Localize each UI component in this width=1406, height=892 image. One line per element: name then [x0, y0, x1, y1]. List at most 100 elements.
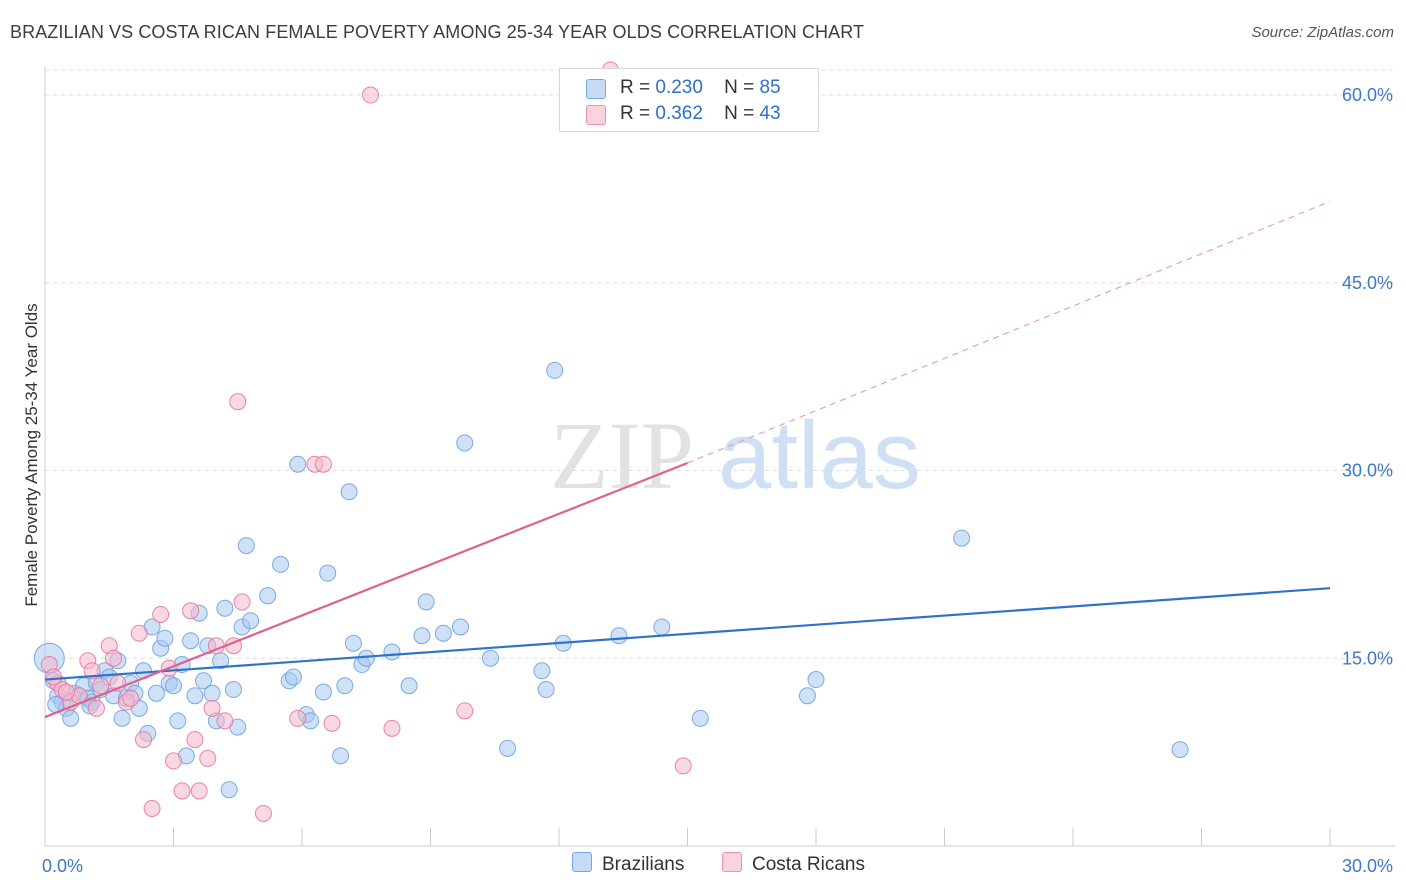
data-point [229, 393, 247, 411]
data-point [194, 672, 212, 690]
data-point [216, 599, 234, 617]
legend-n-label: N = [724, 103, 755, 124]
data-point [434, 624, 452, 642]
legend-n-value: 43 [759, 103, 781, 124]
data-point [953, 529, 971, 547]
watermark-zip: ZIP [550, 402, 694, 509]
data-point [413, 627, 431, 645]
data-point [237, 537, 255, 555]
data-point [182, 602, 200, 620]
tick-labels: 15.0% 30.0% 45.0% 60.0% 0.0% 30.0% [42, 85, 1393, 876]
data-point [152, 605, 170, 623]
data-point [199, 749, 217, 767]
trend-lines [44, 200, 1331, 719]
data-point [57, 683, 75, 701]
data-point [362, 86, 380, 104]
data-point [45, 668, 63, 686]
data-point [400, 677, 418, 695]
data-point [165, 677, 182, 695]
data-point [272, 555, 290, 573]
data-point [319, 564, 337, 582]
data-points [33, 61, 1189, 822]
data-point [336, 677, 354, 695]
data-point [807, 671, 825, 689]
data-point [537, 681, 555, 699]
data-point [220, 781, 238, 799]
data-point [233, 593, 251, 611]
y-tick-label: 15.0% [1342, 648, 1393, 668]
data-point [456, 434, 474, 452]
data-point [143, 799, 161, 817]
data-point [314, 455, 332, 473]
data-point [344, 634, 362, 652]
data-point [130, 624, 148, 642]
data-point [122, 689, 140, 707]
data-point [105, 649, 123, 667]
data-point [289, 709, 307, 727]
data-point [691, 709, 709, 727]
legend-swatch-blue [586, 79, 606, 99]
data-point [254, 804, 272, 822]
data-point [289, 455, 307, 473]
legend-r-label: R = [620, 77, 651, 98]
axes [44, 66, 1395, 847]
legend-r-value: 0.362 [655, 103, 703, 124]
data-point [259, 587, 277, 605]
data-point [417, 593, 435, 611]
data-point [147, 684, 165, 702]
data-point [323, 714, 341, 732]
data-point [610, 627, 628, 645]
x-tick-label: 30.0% [1342, 856, 1393, 876]
data-point [546, 361, 564, 379]
data-point [135, 731, 153, 749]
data-point [203, 699, 221, 717]
data-point [1171, 741, 1189, 759]
watermark: ZIP atlas [550, 402, 921, 509]
data-point [203, 684, 221, 702]
data-point [62, 709, 80, 727]
data-point [224, 681, 242, 699]
bottom-legend-label: Brazilians [602, 854, 685, 875]
data-point [169, 712, 187, 730]
bottom-legend-costa-ricans: Costa Ricans [722, 852, 865, 876]
data-point [165, 752, 182, 770]
bottom-legend-swatch-pink [722, 852, 742, 872]
legend-r-label: R = [620, 103, 651, 124]
grid [45, 69, 1395, 659]
data-point [383, 643, 401, 661]
trend-line-extension [687, 200, 1331, 464]
data-point [383, 719, 401, 737]
data-point [456, 702, 474, 720]
y-tick-label: 45.0% [1342, 273, 1393, 293]
chart-title: BRAZILIAN VS COSTA RICAN FEMALE POVERTY … [10, 22, 865, 42]
data-point [92, 677, 110, 695]
data-point [451, 618, 469, 636]
trend-line [44, 587, 1331, 681]
data-point [113, 709, 131, 727]
x-tick-label: 0.0% [42, 856, 83, 876]
data-point [481, 649, 499, 667]
legend-n-label: N = [724, 77, 755, 98]
legend-r-value: 0.230 [655, 77, 703, 98]
data-point [674, 757, 692, 775]
data-point [87, 699, 105, 717]
data-point [332, 747, 350, 765]
legend-swatch-pink [586, 105, 606, 125]
y-tick-label: 60.0% [1342, 85, 1393, 105]
legend: R = 0.230 N = 85 R = 0.362 N = 43 [559, 68, 819, 132]
watermark-atlas: atlas [718, 402, 921, 509]
data-point [284, 668, 302, 686]
data-point [83, 662, 101, 680]
data-point [798, 687, 816, 705]
data-point [357, 649, 375, 667]
data-point [340, 483, 358, 501]
data-point [182, 632, 200, 650]
trend-line [44, 461, 688, 719]
data-point [156, 629, 174, 647]
data-point [242, 612, 260, 630]
source-label: Source: ZipAtlas.com [1251, 24, 1394, 41]
bottom-legend-brazilians: Brazilians [572, 852, 684, 876]
bottom-legend-label: Costa Ricans [752, 854, 865, 875]
series-costa-ricans [40, 61, 692, 822]
